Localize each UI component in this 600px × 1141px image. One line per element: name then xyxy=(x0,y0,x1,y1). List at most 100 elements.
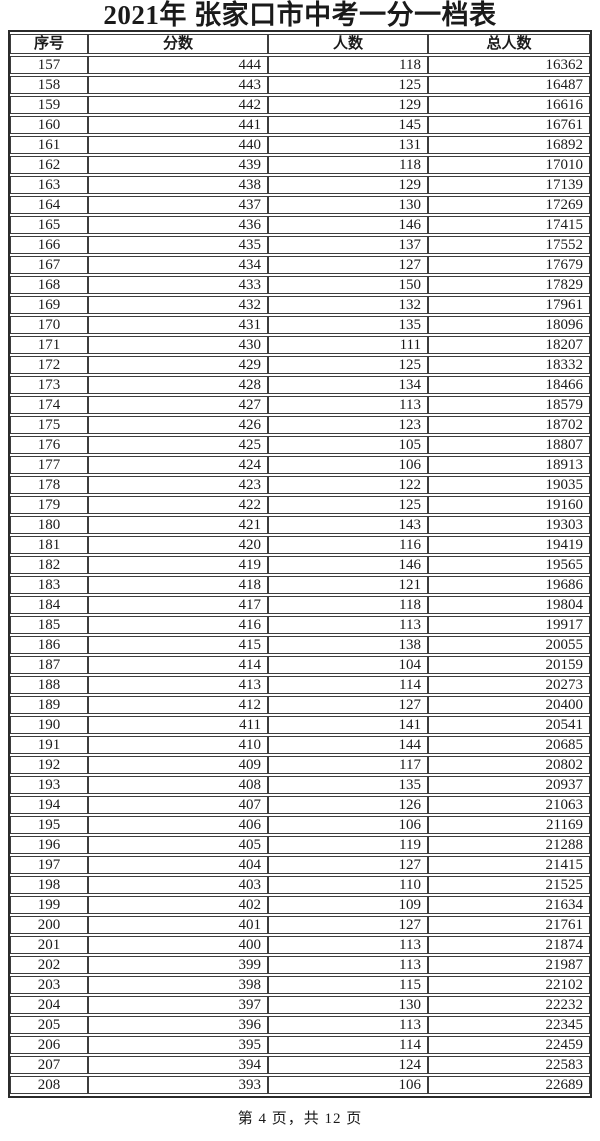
cell-total: 18466 xyxy=(428,376,590,394)
cell-total: 19804 xyxy=(428,596,590,614)
cell-total: 20055 xyxy=(428,636,590,654)
cell-total: 20159 xyxy=(428,656,590,674)
cell-seq: 183 xyxy=(10,576,88,594)
col-header-seq: 序号 xyxy=(10,34,88,54)
cell-score: 412 xyxy=(88,696,268,714)
cell-total: 21987 xyxy=(428,956,590,974)
cell-total: 16616 xyxy=(428,96,590,114)
table-row: 205 396 113 22345 xyxy=(10,1016,590,1034)
table-row: 161 440 131 16892 xyxy=(10,136,590,154)
cell-score: 430 xyxy=(88,336,268,354)
cell-total: 16892 xyxy=(428,136,590,154)
cell-count: 135 xyxy=(268,776,428,794)
cell-total: 18579 xyxy=(428,396,590,414)
cell-total: 19303 xyxy=(428,516,590,534)
cell-score: 425 xyxy=(88,436,268,454)
cell-score: 432 xyxy=(88,296,268,314)
cell-score: 415 xyxy=(88,636,268,654)
cell-score: 400 xyxy=(88,936,268,954)
cell-seq: 171 xyxy=(10,336,88,354)
cell-count: 144 xyxy=(268,736,428,754)
table-row: 168 433 150 17829 xyxy=(10,276,590,294)
cell-count: 118 xyxy=(268,56,428,74)
cell-total: 21634 xyxy=(428,896,590,914)
cell-count: 141 xyxy=(268,716,428,734)
cell-total: 18332 xyxy=(428,356,590,374)
table-row: 178 423 122 19035 xyxy=(10,476,590,494)
cell-seq: 177 xyxy=(10,456,88,474)
cell-seq: 181 xyxy=(10,536,88,554)
cell-count: 113 xyxy=(268,936,428,954)
cell-count: 125 xyxy=(268,496,428,514)
cell-total: 19565 xyxy=(428,556,590,574)
table-row: 159 442 129 16616 xyxy=(10,96,590,114)
cell-seq: 157 xyxy=(10,56,88,74)
cell-seq: 186 xyxy=(10,636,88,654)
cell-score: 433 xyxy=(88,276,268,294)
cell-seq: 208 xyxy=(10,1076,88,1094)
cell-score: 416 xyxy=(88,616,268,634)
cell-seq: 195 xyxy=(10,816,88,834)
cell-count: 116 xyxy=(268,536,428,554)
cell-total: 22689 xyxy=(428,1076,590,1094)
cell-total: 16487 xyxy=(428,76,590,94)
cell-count: 119 xyxy=(268,836,428,854)
cell-total: 17552 xyxy=(428,236,590,254)
cell-seq: 189 xyxy=(10,696,88,714)
cell-count: 114 xyxy=(268,1036,428,1054)
cell-count: 104 xyxy=(268,656,428,674)
cell-count: 129 xyxy=(268,96,428,114)
cell-total: 17269 xyxy=(428,196,590,214)
table-row: 172 429 125 18332 xyxy=(10,356,590,374)
cell-count: 113 xyxy=(268,1016,428,1034)
table-row: 167 434 127 17679 xyxy=(10,256,590,274)
cell-total: 17829 xyxy=(428,276,590,294)
cell-seq: 206 xyxy=(10,1036,88,1054)
cell-total: 21063 xyxy=(428,796,590,814)
cell-count: 135 xyxy=(268,316,428,334)
cell-total: 20273 xyxy=(428,676,590,694)
col-header-count: 人数 xyxy=(268,34,428,54)
cell-score: 393 xyxy=(88,1076,268,1094)
cell-count: 118 xyxy=(268,596,428,614)
table-row: 187 414 104 20159 xyxy=(10,656,590,674)
cell-seq: 194 xyxy=(10,796,88,814)
page-title: 2021年 张家口市中考一分一档表 xyxy=(103,0,497,30)
cell-total: 21415 xyxy=(428,856,590,874)
table-row: 162 439 118 17010 xyxy=(10,156,590,174)
table-row: 165 436 146 17415 xyxy=(10,216,590,234)
cell-score: 402 xyxy=(88,896,268,914)
table-row: 188 413 114 20273 xyxy=(10,676,590,694)
table-row: 193 408 135 20937 xyxy=(10,776,590,794)
cell-count: 125 xyxy=(268,76,428,94)
cell-score: 424 xyxy=(88,456,268,474)
cell-total: 16761 xyxy=(428,116,590,134)
cell-total: 16362 xyxy=(428,56,590,74)
cell-count: 127 xyxy=(268,916,428,934)
table-row: 170 431 135 18096 xyxy=(10,316,590,334)
cell-score: 436 xyxy=(88,216,268,234)
table-row: 175 426 123 18702 xyxy=(10,416,590,434)
table-row: 166 435 137 17552 xyxy=(10,236,590,254)
cell-total: 22459 xyxy=(428,1036,590,1054)
table-row: 200 401 127 21761 xyxy=(10,916,590,934)
cell-total: 18702 xyxy=(428,416,590,434)
cell-seq: 191 xyxy=(10,736,88,754)
cell-seq: 178 xyxy=(10,476,88,494)
table-body: 157 444 118 16362 158 443 125 16487 159 442 129 166… xyxy=(10,56,590,1094)
cell-score: 426 xyxy=(88,416,268,434)
table-row: 204 397 130 22232 xyxy=(10,996,590,1014)
cell-total: 17961 xyxy=(428,296,590,314)
cell-count: 118 xyxy=(268,156,428,174)
table-row: 173 428 134 18466 xyxy=(10,376,590,394)
cell-seq: 198 xyxy=(10,876,88,894)
cell-score: 423 xyxy=(88,476,268,494)
cell-score: 403 xyxy=(88,876,268,894)
cell-seq: 173 xyxy=(10,376,88,394)
cell-total: 17415 xyxy=(428,216,590,234)
cell-total: 21761 xyxy=(428,916,590,934)
cell-count: 138 xyxy=(268,636,428,654)
cell-seq: 190 xyxy=(10,716,88,734)
cell-count: 134 xyxy=(268,376,428,394)
cell-count: 137 xyxy=(268,236,428,254)
